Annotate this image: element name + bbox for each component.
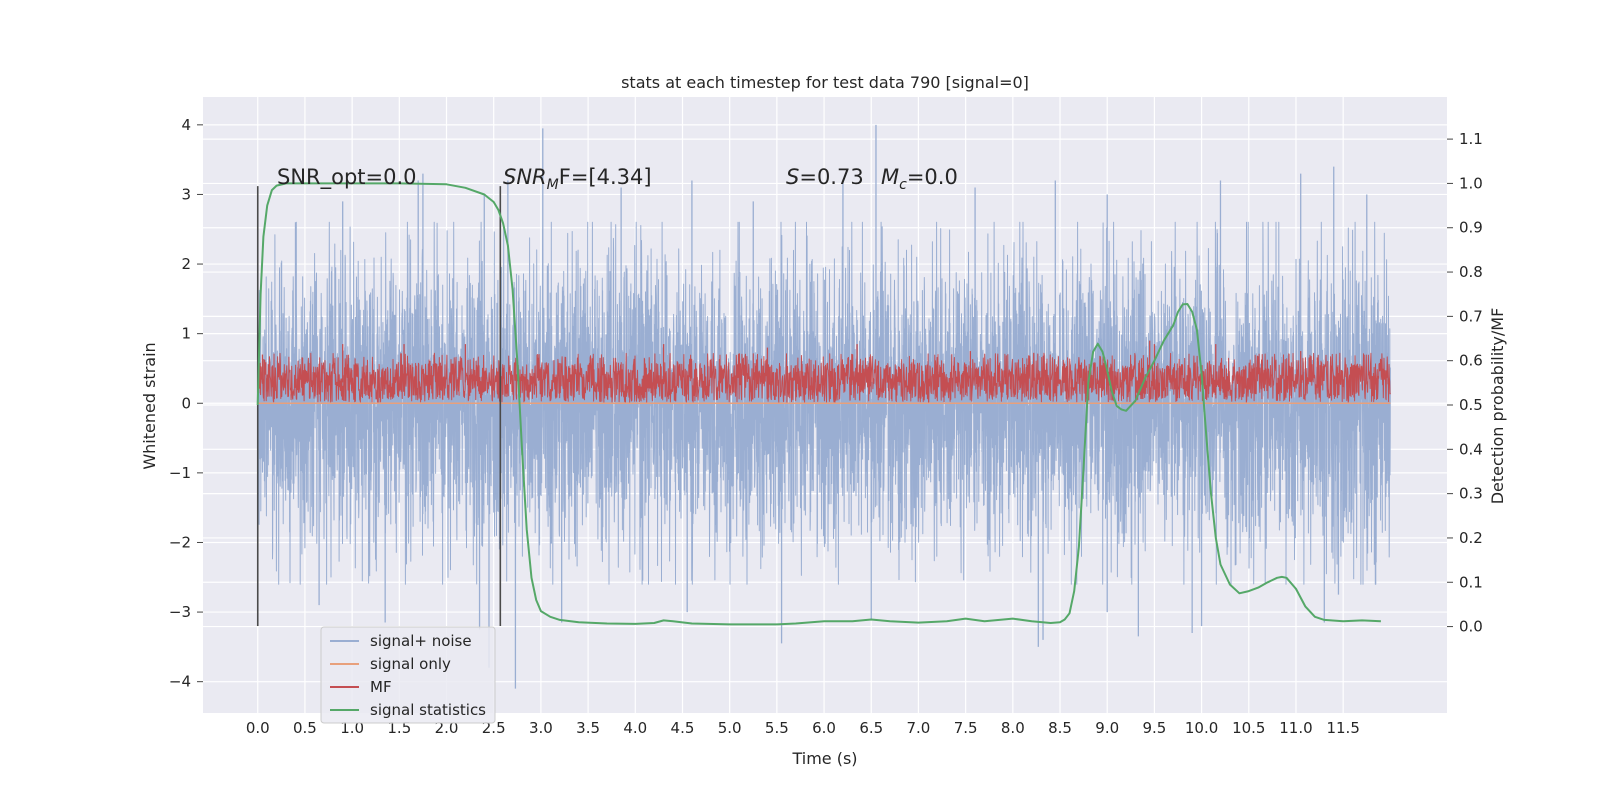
annotation-s: S=0.73 [786, 165, 864, 189]
x-tick-label: 7.0 [907, 719, 931, 737]
x-tick-label: 0.0 [246, 719, 270, 737]
annotation-mc: Mc=0.0 [881, 165, 958, 193]
annotation-s-rest: =0.73 [799, 165, 863, 189]
y-tick-label: −1 [169, 464, 191, 482]
x-tick-label: 11.0 [1279, 719, 1312, 737]
annotation-s-main: S [786, 165, 799, 189]
x-tick-label: 8.0 [1001, 719, 1025, 737]
signal-statistics-series [256, 182, 1381, 626]
y-right-tick-label: 0.5 [1459, 396, 1483, 414]
signal-statistics-line [256, 182, 1381, 626]
y-right-tick-label: 1.0 [1459, 174, 1483, 192]
y-tick-label: 1 [181, 325, 191, 343]
x-tick-label: 10.0 [1185, 719, 1218, 737]
y-right-tick-label: 0.7 [1459, 307, 1483, 325]
signal-noise-series [257, 124, 1391, 689]
y-tick-label: 0 [181, 394, 191, 412]
x-tick-label: 6.5 [859, 719, 883, 737]
y-right-tick-label: 0.1 [1459, 573, 1483, 591]
vertical-markers [256, 186, 502, 626]
x-tick-label: 9.5 [1142, 719, 1166, 737]
y-right-tick-label: 0.8 [1459, 263, 1483, 281]
legend-label-signal-noise: signal+ noise [370, 632, 472, 650]
legend: signal+ noise signal only MF signal stat… [320, 626, 496, 724]
annotation-snr-opt: SNR_opt=0.0 [277, 165, 417, 190]
annotation-mc-main: M [881, 165, 899, 189]
y-right-tick-label: 0.2 [1459, 529, 1483, 547]
y-right-tick-label: 0.9 [1459, 219, 1483, 237]
x-tick-label: 8.5 [1048, 719, 1072, 737]
y-axis-title: Whitened strain [140, 342, 159, 469]
chart-title: stats at each timestep for test data 790… [621, 73, 1029, 92]
y-tick-label: 3 [181, 185, 191, 203]
x-tick-label: 11.5 [1326, 719, 1359, 737]
y-right-axis-title: Detection probability/MF [1488, 308, 1507, 505]
y-tick-label: 2 [181, 255, 191, 273]
annotation-mc-rest: =0.0 [907, 165, 958, 189]
y-right-tick-label: 1.1 [1459, 130, 1483, 148]
y-right-tick-label: 0.4 [1459, 440, 1483, 458]
legend-label-signal-statistics: signal statistics [370, 701, 486, 719]
annotation-snr-mf-rest: F=[4.34] [559, 165, 652, 189]
annotation-snr-mf-sub: M [547, 177, 559, 193]
y-tick-label: −3 [169, 603, 191, 621]
y-right-tick-label: 0.6 [1459, 352, 1483, 370]
y-right-tick-label: 0.3 [1459, 485, 1483, 503]
x-tick-label: 4.0 [623, 719, 647, 737]
x-tick-label: 6.0 [812, 719, 836, 737]
legend-frame [320, 626, 496, 724]
x-axis-title: Time (s) [791, 749, 857, 768]
x-tick-label: 4.5 [671, 719, 695, 737]
y-tick-label: −4 [169, 673, 191, 691]
y-tick-label: −2 [169, 533, 191, 551]
x-tick-label: 9.0 [1095, 719, 1119, 737]
x-tick-label: 5.5 [765, 719, 789, 737]
annotation-mc-sub: c [899, 177, 907, 193]
x-tick-label: 7.5 [954, 719, 978, 737]
x-tick-label: 5.0 [718, 719, 742, 737]
axis-ticks: 0.0 0.5 1.0 1.5 2.0 2.5 3.0 3.5 4.0 4.5 5.0 5.5 6.0 6… [169, 116, 1483, 737]
y-tick-label: 4 [181, 116, 191, 134]
x-tick-label: 10.5 [1232, 719, 1265, 737]
x-tick-label: 0.5 [293, 719, 317, 737]
annotation-snr-mf: SNRMF=[4.34] [503, 165, 652, 193]
legend-label-mf: MF [370, 678, 392, 696]
x-tick-label: 3.0 [529, 719, 553, 737]
annotation-snr-mf-main: SNR [503, 165, 547, 189]
legend-label-signal-only: signal only [370, 655, 451, 673]
x-tick-label: 3.5 [576, 719, 600, 737]
y-right-tick-label: 0.0 [1459, 618, 1483, 636]
